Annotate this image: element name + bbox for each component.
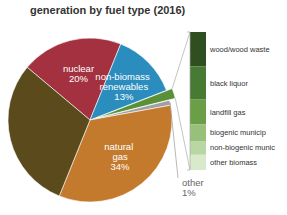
pie bbox=[8, 38, 175, 202]
connector bbox=[172, 32, 190, 89]
chart: generation by fuel type (2016)nuclear20%… bbox=[0, 0, 287, 215]
label-line: 13% bbox=[114, 91, 134, 102]
tick bbox=[187, 32, 190, 33]
bar-segment bbox=[190, 67, 206, 100]
legend-label: non-biogenic munic bbox=[210, 143, 275, 152]
slice-label: natural gas bbox=[104, 141, 136, 162]
bars bbox=[190, 32, 206, 170]
outside-label: 1% bbox=[182, 187, 196, 198]
legend-label: black liquor bbox=[210, 79, 248, 88]
bar-segment bbox=[190, 100, 206, 125]
leader-line bbox=[170, 103, 178, 178]
axis-line bbox=[190, 32, 191, 170]
label-line: 34% bbox=[111, 161, 131, 172]
slice-label: 20% bbox=[69, 73, 89, 84]
legend-label: other biomass bbox=[210, 158, 257, 167]
slice-label: 34% bbox=[111, 161, 131, 172]
connector bbox=[175, 98, 190, 170]
slice-label: non-biomass renewables bbox=[95, 71, 152, 92]
chart-title: generation by fuel type (2016) bbox=[30, 4, 186, 16]
bar-segment bbox=[190, 155, 206, 170]
legend-label: landfill gas bbox=[210, 108, 246, 117]
bar-segment bbox=[190, 32, 206, 67]
label-line: 20% bbox=[69, 73, 89, 84]
pie-slice bbox=[8, 67, 90, 196]
bar-segment bbox=[190, 124, 206, 141]
legend-label: wood/wood waste bbox=[209, 45, 270, 54]
bar-segment bbox=[190, 141, 206, 155]
tick bbox=[187, 170, 190, 171]
legend-label: biogenic municip bbox=[210, 128, 266, 137]
slice-label: 13% bbox=[114, 91, 134, 102]
label-line: 1% bbox=[182, 187, 196, 198]
